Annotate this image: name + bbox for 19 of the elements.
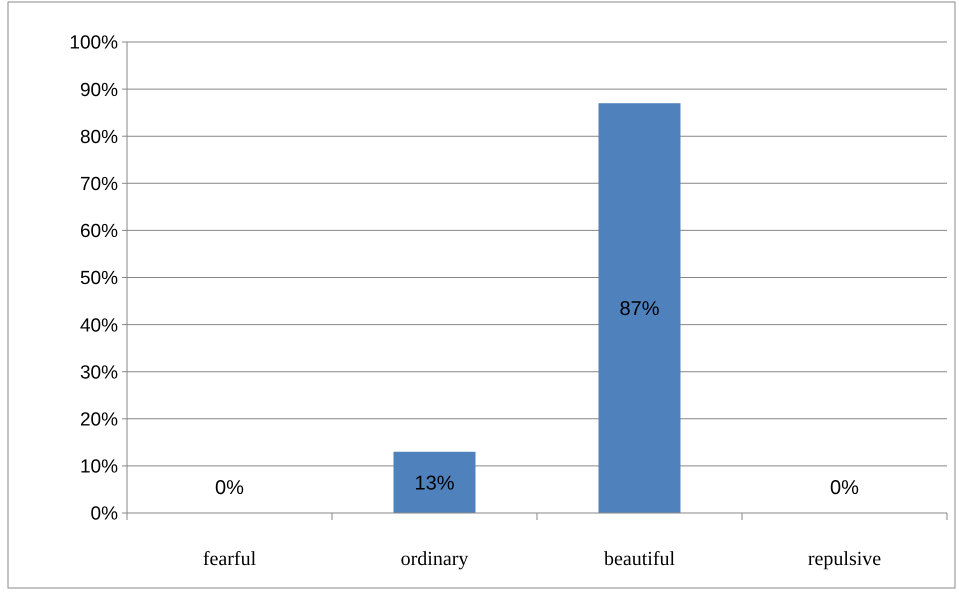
x-tick-label: fearful [202, 548, 257, 570]
y-tick-label: 40% [80, 315, 118, 336]
data-label: 13% [414, 472, 455, 494]
x-tick-label: repulsive [808, 548, 882, 570]
y-tick-label: 30% [80, 362, 118, 384]
y-tick-label: 80% [80, 126, 118, 148]
y-tick-label: 0% [90, 504, 118, 525]
data-label: 0% [830, 477, 860, 499]
data-label: 87% [619, 298, 660, 320]
y-tick-label: 20% [80, 409, 118, 430]
y-tick-label: 70% [80, 174, 118, 195]
y-tick-label: 50% [80, 268, 118, 290]
y-tick-label: 60% [80, 221, 118, 242]
y-tick-label: 90% [80, 80, 118, 101]
y-tick-label: 10% [80, 456, 118, 478]
x-tick-label: ordinary [400, 548, 468, 570]
y-tick-label: 100% [69, 32, 118, 54]
x-tick-label: beautiful [604, 548, 676, 570]
data-label: 0% [215, 477, 244, 499]
